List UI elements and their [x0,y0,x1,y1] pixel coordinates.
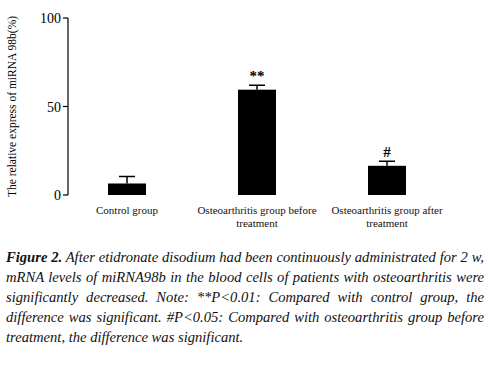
annotation: # [383,144,391,160]
y-tick-label: 100 [40,11,61,26]
annotation: ** [250,68,265,84]
y-tick-label: 50 [47,100,61,115]
error-bar [119,176,135,183]
x-tick-label: Osteoarthritis group before treatment [195,204,319,230]
page: {"chart_data": {"type": "bar", "y_label"… [0,0,490,375]
y-tick-label: 0 [54,188,61,203]
error-bar [379,161,395,165]
x-tick-label: Osteoarthritis group after treatment [325,204,449,230]
y-tick [63,106,68,107]
error-bar [249,85,265,89]
caption-text: After etidronate disodium had been conti… [6,249,484,345]
y-axis-label: The relative express of miRNA 98b(%) [6,16,19,197]
y-tick [63,17,68,18]
bar [108,183,146,195]
x-tick-label: Control group [65,204,189,217]
y-tick [63,194,68,195]
bar [238,90,276,195]
caption-label: Figure 2. [6,249,62,265]
bar [368,166,406,195]
caption: Figure 2. After etidronate disodium had … [6,247,484,347]
